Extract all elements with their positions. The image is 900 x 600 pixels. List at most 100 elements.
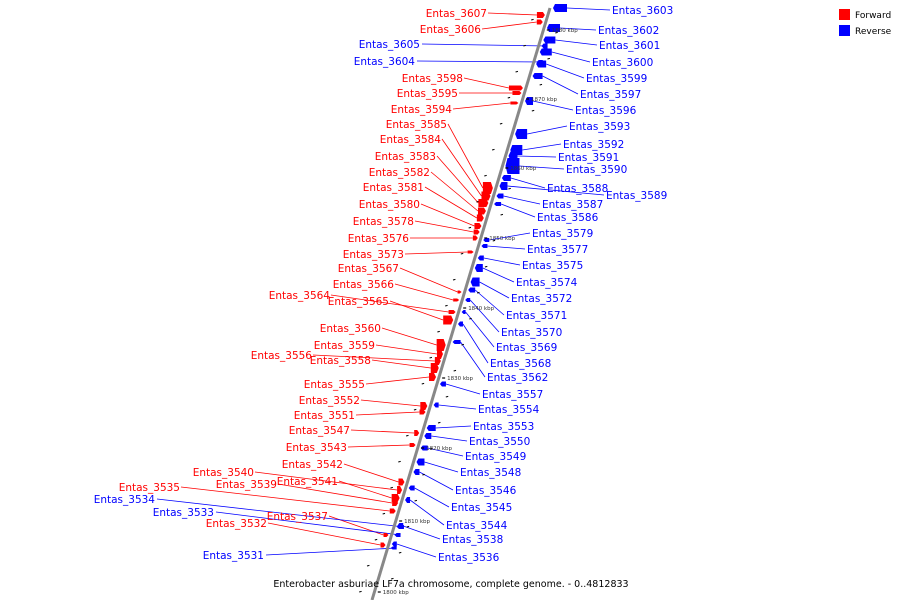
reverse-gene-label: Entas_3600 <box>592 57 653 69</box>
tick-mark <box>531 18 534 21</box>
Entas_3576-arrow <box>472 235 478 241</box>
kbp-label: 1860 kbp <box>510 166 536 172</box>
reverse-gene-label: Entas_3545 <box>451 502 512 514</box>
tick-mark <box>445 395 449 398</box>
Entas_3552-arrow <box>420 402 428 410</box>
Entas_3595-arrow <box>512 91 522 95</box>
leader-line <box>510 177 546 189</box>
reverse-gene-label: Entas_3533 <box>153 507 214 519</box>
forward-gene-label: Entas_3583 <box>375 151 436 163</box>
forward-gene-label: Entas_3535 <box>119 482 180 494</box>
Entas_3546-arrow <box>413 469 420 475</box>
tick-mark <box>523 44 526 47</box>
gene-arrow <box>470 277 480 287</box>
reverse-gene-label: Entas_3591 <box>558 152 619 164</box>
gene-arrow <box>543 36 556 44</box>
Entas_3560-arrow <box>436 339 446 351</box>
gene-arrow <box>414 430 420 436</box>
leader-line <box>503 195 541 205</box>
gene-arrow <box>472 235 478 241</box>
gene-arrow <box>536 19 543 25</box>
leader-line <box>435 425 472 429</box>
leader-line <box>409 499 445 526</box>
leader-line <box>355 411 420 416</box>
tick-mark <box>508 187 511 190</box>
reverse-gene-label: Entas_3570 <box>501 327 562 339</box>
Entas_3557-arrow <box>439 381 446 387</box>
gene-arrow <box>468 287 476 293</box>
Entas_3544-arrow <box>405 497 411 503</box>
tick-mark <box>366 564 370 567</box>
leader-line <box>267 522 381 546</box>
tick-mark <box>430 447 433 450</box>
Entas_3533-arrow <box>394 533 401 537</box>
leader-line <box>462 323 489 364</box>
leader-line <box>481 21 537 30</box>
forward-gene-label: Entas_3582 <box>369 167 430 179</box>
leader-line <box>436 155 479 204</box>
leader-line <box>487 245 526 250</box>
leader-line <box>507 185 605 196</box>
tick-mark <box>547 57 550 60</box>
Entas_3571-arrow <box>468 287 476 293</box>
forward-gene-label: Entas_3539 <box>216 479 277 491</box>
Entas_3607-arrow <box>536 12 545 18</box>
gene-arrow <box>499 182 508 190</box>
leader-line <box>403 525 441 540</box>
tick-mark <box>531 109 535 112</box>
gene-arrow <box>476 214 484 222</box>
forward-gene-label: Entas_3584 <box>380 134 442 146</box>
gene-arrow <box>477 255 484 261</box>
gene-arrow <box>405 497 411 503</box>
leader-line <box>522 143 562 151</box>
gene-arrow <box>457 290 462 294</box>
leader-line <box>375 344 438 355</box>
forward-gene-label: Entas_3542 <box>282 459 343 471</box>
leader-line <box>445 383 481 395</box>
forward-gene-label: Entas_3585 <box>386 119 447 131</box>
forward-gene-label: Entas_3547 <box>289 425 350 437</box>
leader-line <box>396 543 437 558</box>
Entas_3567-arrow <box>457 290 462 294</box>
leader-line <box>424 186 478 219</box>
leader-line <box>431 435 468 442</box>
leader-line <box>527 125 568 135</box>
reverse-gene-label: Entas_3602 <box>598 25 659 37</box>
Entas_3585-arrow <box>482 182 493 194</box>
leader-line <box>338 480 392 499</box>
gene-arrow <box>397 523 404 529</box>
gene-arrow <box>536 12 545 18</box>
gene-arrow <box>416 458 425 466</box>
reverse-gene-label: Entas_3549 <box>465 451 526 463</box>
forward-gene-label: Entas_3558 <box>310 355 371 367</box>
gene-arrow <box>424 433 432 439</box>
Entas_3590-arrow <box>505 158 520 174</box>
leader-line <box>414 487 450 508</box>
gene-arrow <box>467 250 474 254</box>
tick-mark <box>453 369 457 372</box>
tick-mark <box>500 213 504 216</box>
reverse-gene-label: Entas_3546 <box>455 485 517 497</box>
gene-arrow <box>436 349 443 359</box>
Entas_3574-arrow <box>474 264 483 272</box>
Entas_3573-arrow <box>467 250 474 254</box>
Entas_3600-arrow <box>539 48 552 56</box>
leader-line <box>277 483 393 504</box>
leader-line <box>469 299 500 333</box>
forward-gene-label: Entas_3576 <box>348 233 410 245</box>
legend: Forward Reverse <box>839 9 892 37</box>
reverse-gene-label: Entas_3562 <box>487 372 548 384</box>
kbp-label: 1830 kbp <box>447 376 473 382</box>
tick-mark <box>390 577 394 580</box>
leader-line <box>441 138 482 197</box>
Entas_3558-arrow <box>430 363 439 373</box>
Entas_3597-arrow <box>532 73 543 79</box>
gene-arrow <box>391 541 397 547</box>
leader-line <box>414 220 474 233</box>
forward-gene-label: Entas_3552 <box>299 395 360 407</box>
gene-arrow <box>383 533 389 537</box>
gene-arrow <box>536 60 547 68</box>
Entas_3605-arrow <box>541 43 548 49</box>
Entas_3593-arrow <box>515 129 528 139</box>
